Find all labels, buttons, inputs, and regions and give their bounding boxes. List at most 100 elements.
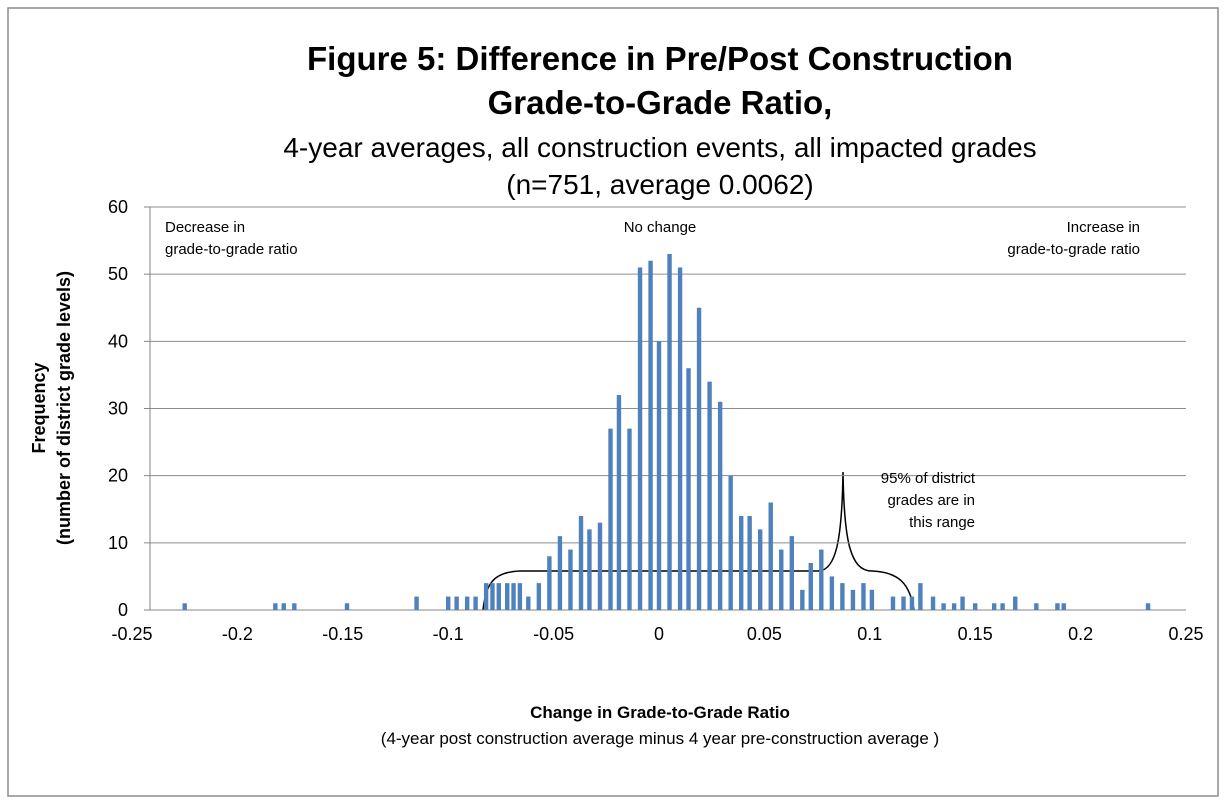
bar — [473, 596, 478, 610]
bar — [677, 267, 683, 610]
bar — [656, 341, 662, 610]
annotation: Increase in — [1067, 219, 1140, 236]
bar — [696, 307, 702, 610]
bar — [991, 603, 997, 610]
annotation: Decrease in — [165, 219, 245, 236]
bar — [869, 589, 875, 610]
bar — [517, 583, 523, 610]
chart-title: Grade-to-Grade Ratio, — [488, 84, 833, 121]
bar — [496, 583, 501, 610]
x-axis-label: Change in Grade-to-Grade Ratio — [530, 703, 790, 722]
bar — [587, 529, 592, 610]
bar — [281, 603, 286, 610]
annotation: 95% of district — [881, 470, 976, 487]
bar — [918, 583, 923, 610]
bar — [273, 603, 278, 610]
annotation: this range — [909, 514, 975, 531]
x-tick-label: 0.05 — [747, 624, 782, 644]
bar — [557, 536, 563, 610]
bar — [861, 583, 866, 610]
chart-title: Figure 5: Difference in Pre/Post Constru… — [307, 40, 1013, 77]
bar — [344, 603, 350, 610]
bar — [1000, 603, 1005, 610]
bar — [511, 583, 516, 610]
bar — [1061, 603, 1066, 610]
bar — [464, 596, 470, 610]
x-axis-label: (4-year post construction average minus … — [381, 729, 939, 748]
y-axis-label: Frequency — [29, 362, 49, 453]
y-tick-label: 40 — [108, 331, 128, 351]
y-tick-label: 20 — [108, 466, 128, 486]
bar — [536, 583, 542, 610]
annotation: grade-to-grade ratio — [165, 241, 298, 258]
bar — [819, 549, 824, 610]
bar — [951, 603, 957, 610]
bar — [757, 529, 763, 610]
x-tick-label: 0.15 — [958, 624, 993, 644]
bar — [840, 583, 845, 610]
bar — [747, 515, 752, 610]
range-bracket — [482, 471, 915, 611]
bar — [526, 596, 531, 610]
bar — [1145, 603, 1151, 610]
chart-subtitle: (n=751, average 0.0062) — [506, 169, 813, 200]
bar — [707, 381, 712, 610]
bar — [901, 596, 906, 610]
bar — [1055, 603, 1060, 610]
bar — [808, 562, 813, 610]
bar — [728, 475, 733, 610]
annotation: No change — [624, 219, 697, 236]
bar — [686, 368, 691, 610]
bar — [637, 267, 643, 610]
bar — [890, 596, 896, 610]
bar — [779, 549, 784, 610]
bar — [292, 603, 297, 610]
bar — [454, 596, 459, 610]
bar — [547, 556, 552, 610]
bar — [616, 395, 622, 610]
bar — [909, 596, 915, 610]
bar — [483, 583, 489, 610]
y-axis-label: (number of district grade levels) — [54, 271, 74, 545]
bar — [960, 596, 965, 610]
bar — [768, 502, 773, 610]
bar — [414, 596, 419, 610]
x-tick-label: 0.2 — [1068, 624, 1093, 644]
bar — [608, 428, 613, 610]
bar — [850, 589, 856, 610]
x-tick-label: 0 — [654, 624, 664, 644]
x-tick-label: -0.2 — [222, 624, 253, 644]
bar — [789, 536, 795, 610]
bar — [597, 522, 603, 610]
x-tick-label: -0.05 — [533, 624, 574, 644]
bar — [490, 583, 495, 610]
y-tick-label: 10 — [108, 533, 128, 553]
bar — [829, 576, 835, 610]
bar — [973, 603, 978, 610]
x-tick-label: 0.25 — [1168, 624, 1203, 644]
chart-border — [7, 7, 1219, 797]
bar — [182, 603, 187, 610]
annotation: grade-to-grade ratio — [1007, 241, 1140, 258]
bar — [627, 428, 632, 610]
x-tick-label: 0.1 — [857, 624, 882, 644]
y-tick-label: 50 — [108, 264, 128, 284]
bar — [717, 401, 723, 610]
bar — [667, 254, 672, 610]
bar — [941, 603, 946, 610]
bar — [505, 583, 510, 610]
y-tick-label: 60 — [108, 197, 128, 217]
x-tick-label: -0.25 — [111, 624, 152, 644]
y-tick-label: 30 — [108, 399, 128, 419]
bar — [1034, 603, 1039, 610]
bar — [578, 515, 584, 610]
bar — [446, 596, 451, 610]
bar — [930, 596, 936, 610]
bar — [568, 549, 573, 610]
bar — [1013, 596, 1018, 610]
bar — [648, 260, 653, 610]
y-tick-label: 0 — [118, 600, 128, 620]
bar — [739, 515, 744, 610]
annotation: grades are in — [887, 492, 975, 509]
